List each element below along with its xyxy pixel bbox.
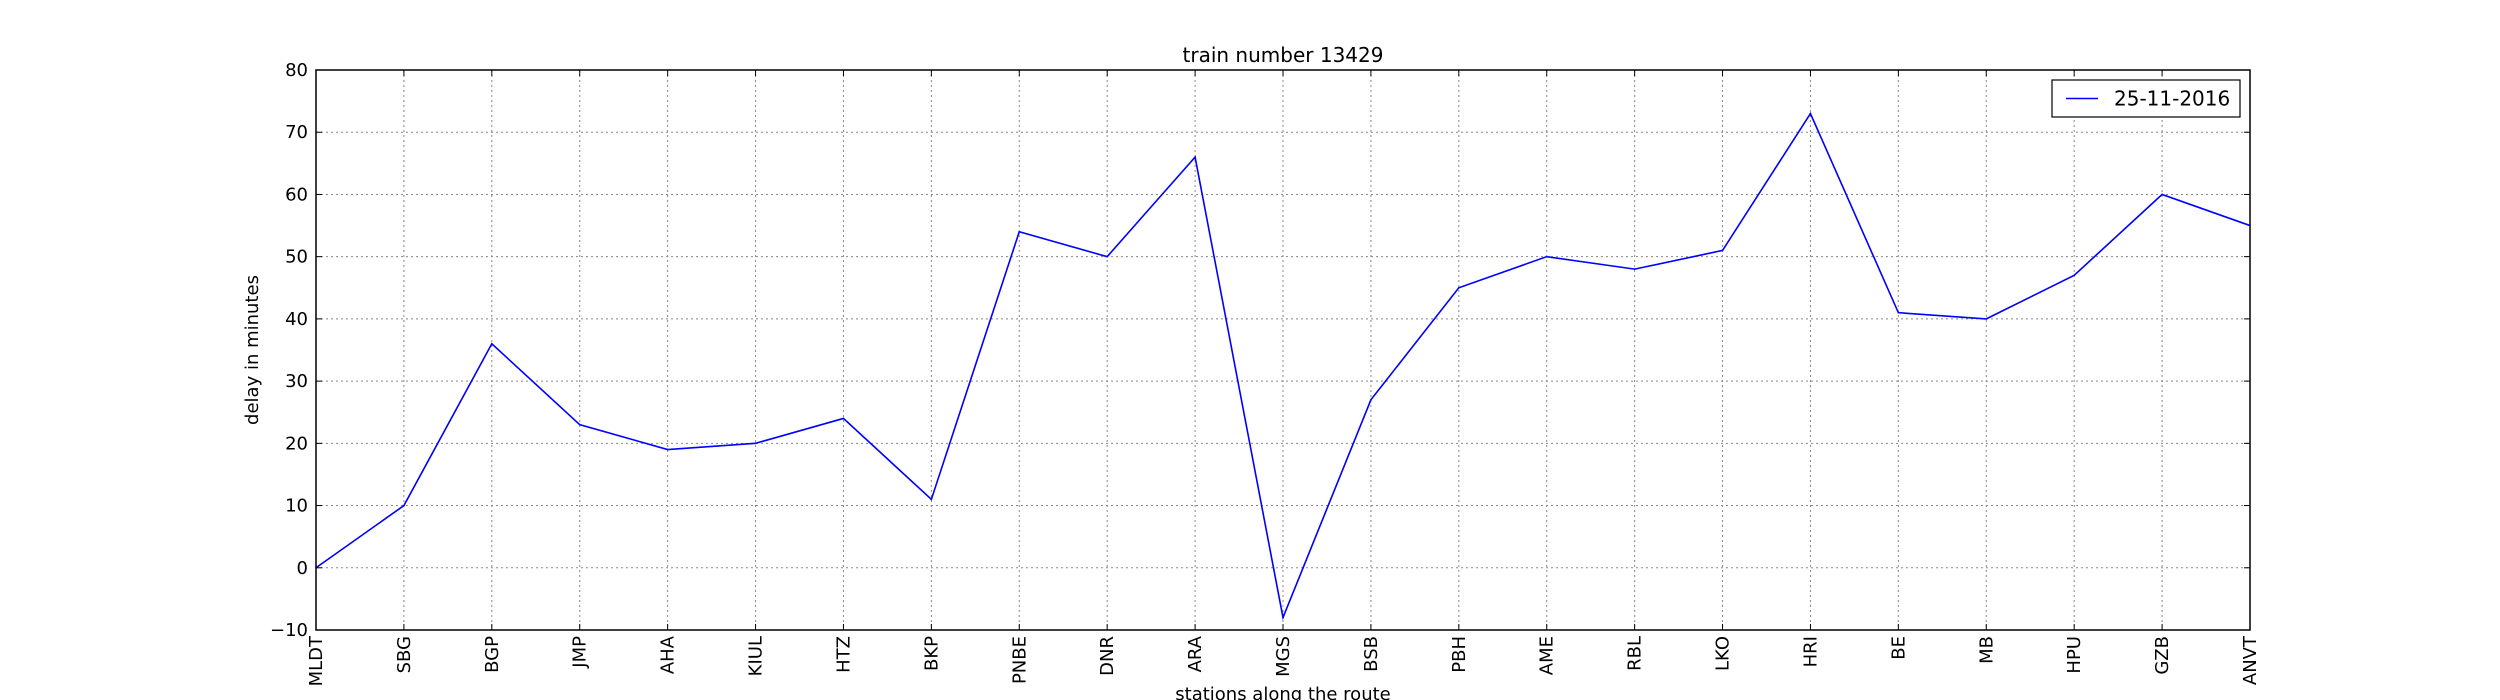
- data-point: [1633, 268, 1636, 270]
- data-point: [666, 448, 669, 451]
- x-tick-label: ANVT: [2240, 635, 2261, 685]
- x-tick-label: HRI: [1800, 636, 1821, 667]
- y-tick-label: 10: [285, 496, 308, 517]
- data-point: [1018, 230, 1021, 233]
- y-tick-label: 80: [285, 60, 308, 81]
- series-lines: [315, 111, 2251, 621]
- grid-lines: [316, 70, 2250, 630]
- legend: 25-11-2016: [2051, 79, 2241, 118]
- x-tick-label: JMP: [570, 636, 591, 669]
- data-point: [578, 423, 581, 426]
- x-axis-label: stations along the route: [1175, 684, 1390, 700]
- data-point: [2161, 193, 2163, 196]
- data-point: [2073, 274, 2075, 277]
- data-point: [403, 504, 405, 507]
- legend-label-series-1: 25-11-2016: [2114, 87, 2230, 111]
- x-tick-label: BSB: [1361, 636, 1382, 672]
- x-tick-label: KIUL: [746, 636, 767, 676]
- y-tick-label: 60: [285, 184, 308, 205]
- y-tick-label: 70: [285, 122, 308, 143]
- x-tick-label: HPU: [2064, 636, 2085, 674]
- data-point: [1194, 156, 1196, 158]
- x-tick-label: AHA: [658, 635, 679, 674]
- x-tick-label: SBG: [394, 636, 415, 673]
- x-tick-label: PNBE: [1009, 636, 1030, 684]
- data-point: [1721, 249, 1724, 252]
- data-point: [1106, 255, 1108, 258]
- chart-title: train number 13429: [1183, 43, 1384, 67]
- data-point: [1370, 398, 1372, 401]
- data-point: [1985, 318, 1988, 320]
- x-tick-label: HTZ: [833, 636, 854, 673]
- x-tick-label: ARA: [1185, 635, 1206, 672]
- x-tick-label: BE: [1888, 636, 1909, 660]
- data-point: [754, 442, 757, 445]
- x-tick-label: BKP: [921, 636, 942, 671]
- y-axis-label: delay in minutes: [242, 275, 263, 425]
- y-tick-label: 50: [285, 247, 308, 268]
- x-tick-label: BGP: [482, 636, 503, 673]
- x-tick-label: MGS: [1273, 636, 1294, 677]
- data-point: [1809, 112, 1812, 115]
- x-tick-label: RBL: [1625, 636, 1646, 671]
- y-tick-label: 20: [285, 433, 308, 454]
- x-tick-label: AME: [1537, 636, 1558, 675]
- data-point: [1458, 286, 1460, 289]
- data-point: [842, 417, 845, 420]
- data-point: [930, 498, 933, 501]
- axis-ticks: −10 0 10 20 30 40 50 60 70 80 MLDT SBG BGP JMP AHA KIUL…: [270, 60, 2261, 686]
- x-tick-label: GZB: [2152, 636, 2173, 675]
- y-tick-label: 0: [297, 558, 308, 579]
- data-point: [1545, 255, 1548, 258]
- data-point: [1897, 311, 1900, 314]
- x-tick-label: LKO: [1713, 636, 1734, 671]
- y-tick-label: 30: [285, 371, 308, 392]
- x-tick-label: MB: [1976, 636, 1997, 664]
- x-tick-label: MLDT: [306, 635, 327, 686]
- data-point: [491, 342, 493, 345]
- data-point: [1282, 616, 1284, 619]
- x-tick-label: DNR: [1097, 636, 1118, 676]
- x-tick-label: PBH: [1449, 636, 1470, 673]
- y-tick-label: −10: [270, 620, 308, 641]
- y-tick-label: 40: [285, 309, 308, 330]
